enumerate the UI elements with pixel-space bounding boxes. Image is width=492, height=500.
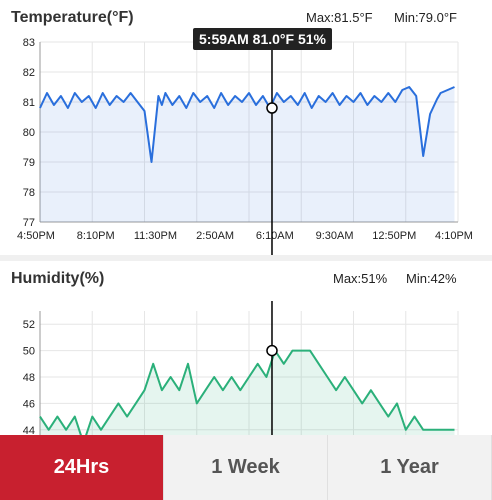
series-line xyxy=(39,86,455,163)
y-tick-label: 77 xyxy=(23,217,35,229)
x-tick-label: 11:30PM xyxy=(134,230,177,242)
cursor-tooltip: 5:59AM 81.0°F 51% xyxy=(193,28,332,50)
y-tick-label: 46 xyxy=(23,398,35,410)
y-tick-label: 79 xyxy=(23,157,35,169)
tab-1-year[interactable]: 1 Year xyxy=(328,435,492,500)
tab-1-week[interactable]: 1 Week xyxy=(164,435,328,500)
cursor-marker xyxy=(266,344,278,357)
temperature-title: Temperature(°F) xyxy=(11,9,134,26)
temperature-panel: Temperature(°F) Max:81.5°F Min:79.0°F 83… xyxy=(0,0,492,282)
series-line xyxy=(39,349,455,444)
humidity-panel: Humidity(%) Max:51% Min:42% 52 50 48 46 44 xyxy=(0,255,492,500)
y-tick-label: 82 xyxy=(23,67,35,79)
y-tick-label: 78 xyxy=(23,187,35,199)
x-tick-label: 6:10AM xyxy=(256,230,294,242)
temperature-min: Min:79.0°F xyxy=(394,10,458,25)
y-tick-label: 52 xyxy=(23,319,35,331)
humidity-min: Min:42% xyxy=(406,271,457,286)
humidity-chart[interactable]: 52 50 48 46 44 xyxy=(0,261,492,500)
cursor-marker xyxy=(266,102,278,114)
x-tick-label: 9:30AM xyxy=(316,230,354,242)
x-tick-label: 4:10PM xyxy=(435,230,473,242)
y-tick-label: 50 xyxy=(23,346,35,358)
series-area-fill xyxy=(40,87,455,222)
temperature-chart[interactable]: 83 82 81 80 79 78 774:50PM 8:10PM 11:30PM 2:50AM 6… xyxy=(0,0,492,282)
temperature-max: Max:81.5°F xyxy=(306,10,373,25)
tab-24hrs[interactable]: 24Hrs xyxy=(0,435,164,500)
x-tick-label: 2:50AM xyxy=(196,230,234,242)
range-tab-bar: 24Hrs 1 Week 1 Year xyxy=(0,435,492,500)
y-tick-label: 81 xyxy=(23,97,35,109)
y-tick-label: 48 xyxy=(23,372,35,384)
y-tick-label: 80 xyxy=(23,127,35,139)
x-tick-label: 4:50PM xyxy=(17,230,55,242)
x-tick-label: 8:10PM xyxy=(77,230,115,242)
series-area-fill xyxy=(40,350,455,443)
humidity-title: Humidity(%) xyxy=(11,270,105,287)
y-tick-label: 44 xyxy=(23,425,35,437)
humidity-max: Max:51% xyxy=(333,271,388,286)
x-tick-label: 12:50PM xyxy=(372,230,416,242)
y-tick-label: 83 xyxy=(23,37,35,49)
